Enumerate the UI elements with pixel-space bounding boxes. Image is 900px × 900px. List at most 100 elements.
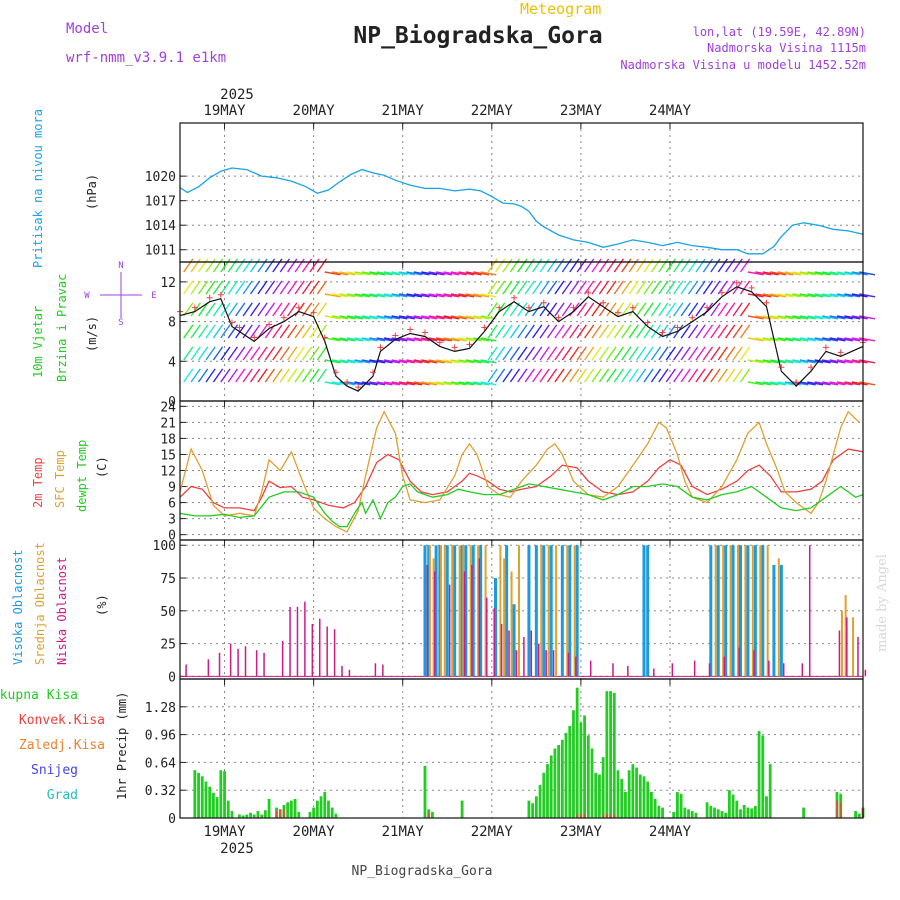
wind-gust-marker [748,284,755,291]
wind-direction-arrow [807,271,824,276]
wind-direction-arrow [584,280,595,295]
wind-direction-arrow [591,280,602,295]
low-cloud-bar [567,652,570,677]
wind-direction-arrow [309,280,320,295]
wind-gust-marker [332,369,339,376]
wind-direction-arrow [220,280,231,295]
cloud-label-1: Visoka Oblacnost [11,549,25,665]
wind-direction-arrow [628,324,639,339]
high-cloud-bar [453,545,457,677]
total-precip-bar [605,691,609,818]
wind-direction-arrow [287,258,298,273]
wind-direction-arrow [509,280,521,295]
wind-direction-arrow [205,258,216,273]
pressure-tick-label: 1020 [145,170,176,185]
wind-direction-arrow [606,324,617,339]
precip-tick-label: 0.96 [145,729,176,744]
wind-direction-arrow [569,280,580,295]
wind-direction-arrow [517,324,528,339]
wind-direction-arrow [710,280,721,295]
mid-cloud-bar [844,595,847,677]
wind-gust-marker [763,299,770,306]
wind-direction-arrow [480,337,497,342]
wind-direction-arrow [725,302,736,317]
wind-direction-arrow [183,346,194,361]
wind-direction-arrow [613,368,625,383]
wind-direction-arrow [332,337,349,342]
wind-direction-arrow [428,337,445,342]
total-precip-bar [761,735,765,818]
total-precip-bar [586,735,590,818]
total-precip-bar [208,786,212,818]
wind-direction-arrow [532,280,543,295]
wind-direction-arrow [576,324,587,339]
wind-direction-arrow [554,368,565,383]
total-precip-bar [750,808,754,818]
wind-direction-arrow [732,368,743,383]
total-precip-bar [230,811,234,818]
wind-direction-arrow [227,280,239,295]
high-cloud-bar [709,545,713,677]
wind-direction-arrow [235,302,246,317]
mid-cloud-bar [451,545,454,677]
wind-direction-arrow [822,293,839,298]
wind-direction-arrow [354,271,371,276]
wind-direction-arrow [747,381,764,386]
wind-compass: N W E S [84,261,156,328]
wind-direction-arrow [762,271,779,276]
wind-direction-arrow [673,280,684,295]
wind-direction-arrow [205,280,216,295]
wind-direction-arrow [784,293,801,298]
wind-direction-arrow [665,302,677,317]
total-precip-bar [267,798,271,818]
low-cloud-bar [448,584,451,677]
wind-direction-arrow [606,346,617,361]
wind-direction-arrow [673,302,684,317]
mid-cloud-bar [766,545,769,677]
wind-direction-arrow [851,271,868,276]
wind-tick-label: 0 [168,395,176,410]
temperature-tick-label: 3 [168,513,176,528]
wind-gust-marker [407,326,414,333]
high-cloud-bar [731,545,735,677]
wind-direction-arrow [205,368,216,383]
wind-direction-arrow [569,302,580,317]
wind-direction-arrow [473,381,490,386]
wind-direction-arrow [695,324,706,339]
total-precip-bar [731,794,735,818]
temp-label-2: SFC Temp [53,450,67,508]
low-cloud-bar [263,652,265,677]
wind-direction-arrow [814,359,831,364]
wind-direction-arrow [739,368,751,383]
wind-direction-arrow [197,346,209,361]
total-precip-bar [572,710,575,818]
wind-gust-marker [511,294,518,301]
low-cloud-bar [515,650,518,677]
wind-direction-arrow [190,324,201,339]
wind-direction-arrow [665,368,677,383]
wind-direction-arrow [673,368,684,383]
wind-direction-arrow [621,324,632,339]
total-precip-bar [720,811,724,818]
wind-direction-arrow [859,271,876,276]
mid-cloud-bar [722,545,725,677]
wind-direction-arrow [695,280,706,295]
wind-direction-arrow [762,381,779,386]
low-cloud-bar [552,650,555,677]
total-precip-bar [646,781,650,818]
wind-direction-arrow [822,315,839,320]
convective-precip-bar [613,814,616,818]
wind-direction-arrow [502,324,513,339]
wind-direction-arrow [814,315,831,320]
wind-direction-arrow [264,302,276,317]
wind-direction-arrow [702,368,714,383]
wind-direction-arrow [680,324,691,339]
day-label-top: 21MAY [382,103,425,119]
mid-cloud-bar [852,617,855,677]
wind-direction-arrow [354,359,371,364]
wind-direction-arrow [777,271,794,276]
wind-direction-arrow [473,337,490,342]
high-cloud-bar [434,545,438,677]
wind-direction-arrow [710,368,721,383]
